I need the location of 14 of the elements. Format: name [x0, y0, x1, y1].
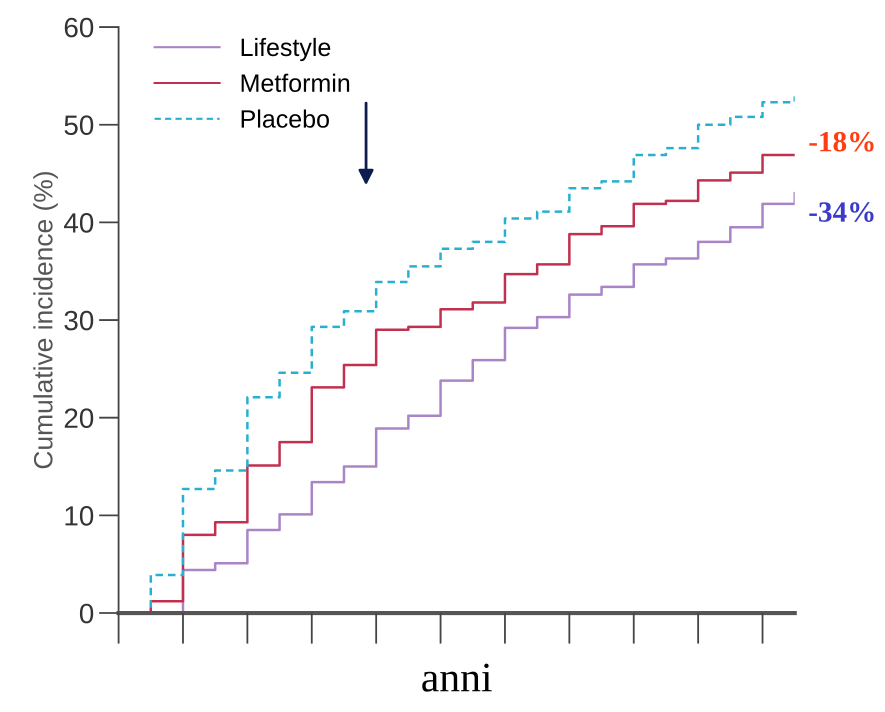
- y-tick-label: 40: [64, 213, 94, 233]
- text: -18%: [809, 132, 874, 152]
- y-tick-label: 0: [80, 604, 94, 624]
- y-axis-title: Cumulative incidence (%): [33, 172, 58, 468]
- y-tick-label: 60: [64, 18, 94, 38]
- y-tick-label: 20: [64, 408, 94, 428]
- y-tick-label: 10: [66, 506, 94, 526]
- x-axis-title: anni: [422, 664, 492, 692]
- y-tick-label: 30: [64, 310, 94, 330]
- legend-label: Metformin: [242, 74, 350, 92]
- y-tick-label: 50: [64, 115, 94, 136]
- legend-label: Lifestyle: [242, 38, 330, 62]
- legend-label: Placebo: [242, 109, 329, 128]
- text: -34%: [809, 202, 874, 222]
